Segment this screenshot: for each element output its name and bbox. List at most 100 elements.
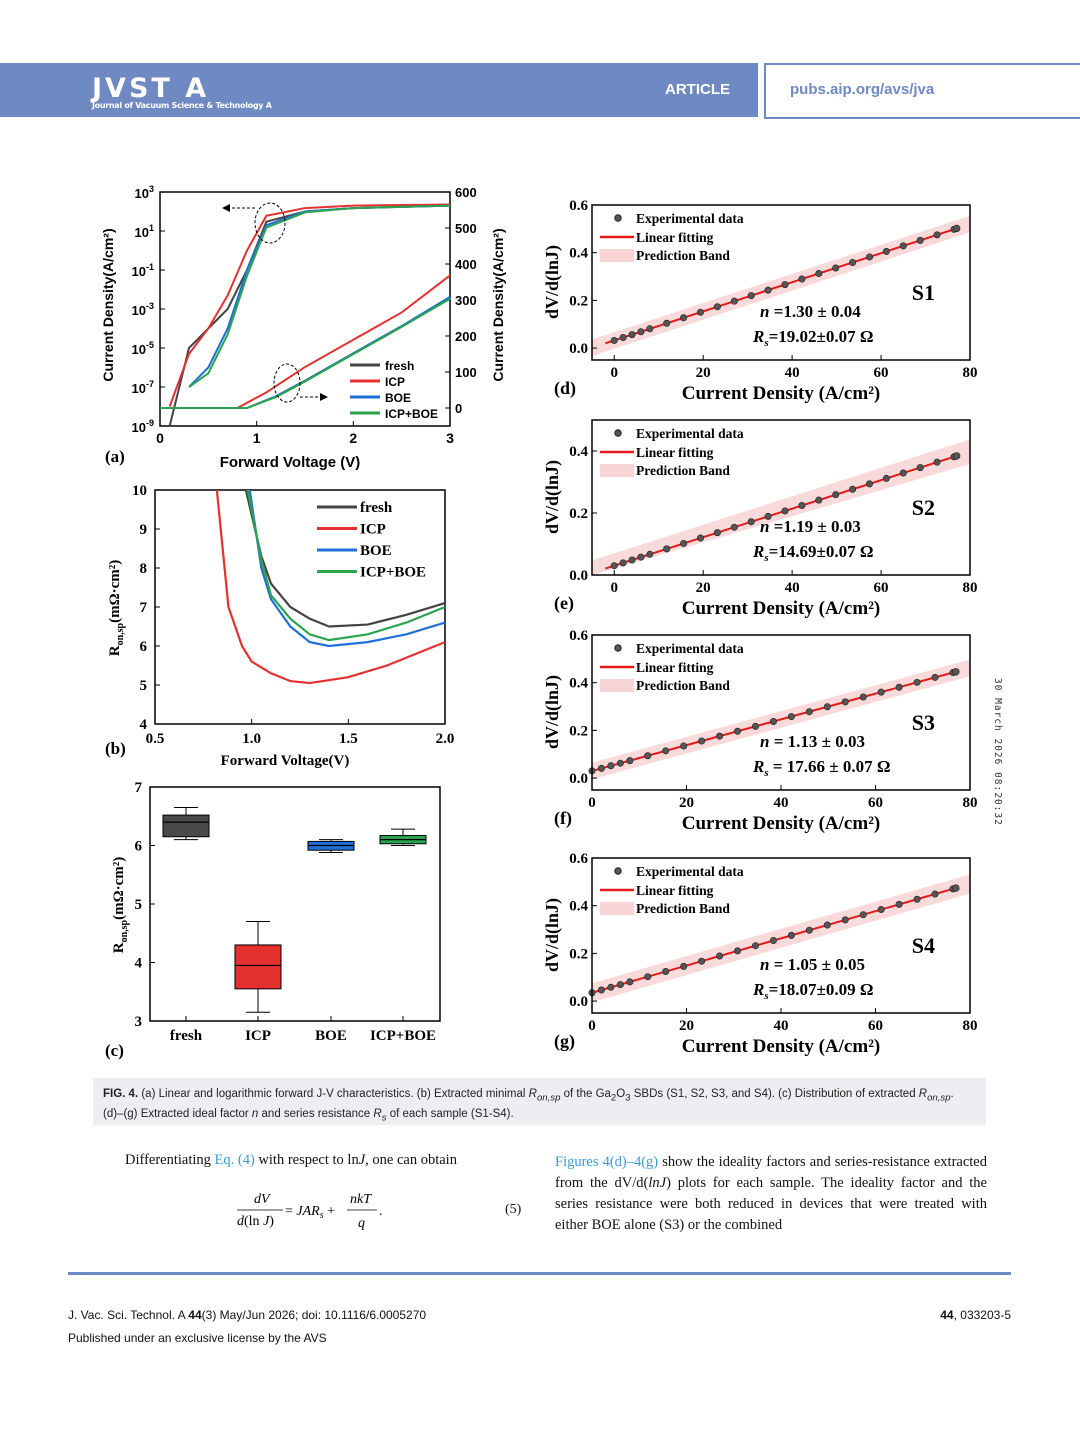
panel-c-ylabel: Ron,sp(mΩ·cm²) — [111, 857, 130, 954]
panel-f-xtick-label: 0 — [588, 795, 596, 811]
panel-e-data-point — [646, 550, 654, 558]
panel-g-data-point — [644, 973, 652, 981]
panel-e-xtick-label: 60 — [874, 580, 889, 596]
eq4-link[interactable]: Eq. (4) — [214, 1152, 255, 1168]
panel-c-ytick-label: 6 — [135, 839, 143, 855]
panel-a-ytick-right-label: 200 — [455, 329, 477, 344]
panel-f-ytick-label: 0.4 — [569, 676, 588, 692]
header-bar: JVST A Journal of Vacuum Science & Techn… — [0, 63, 758, 117]
url-box: pubs.aip.org/avs/jva — [764, 63, 1080, 119]
svg-text:= JARs +: = JARs + — [285, 1204, 335, 1221]
panel-g-data-point — [877, 906, 885, 914]
panel-b-ylabel: Ron,sp(mΩ·cm²) — [107, 560, 126, 657]
panel-f-data-point — [931, 673, 939, 681]
panel-a-ytick-right-label: 600 — [455, 185, 477, 200]
panel-f-legend-band: Prediction Band — [636, 678, 730, 693]
panel-g-data-point — [859, 911, 867, 919]
panel-b-xtick-label: 1.0 — [242, 731, 261, 747]
panel-d-data-point — [663, 319, 671, 327]
panel-a-ytick-left-label: 103 — [135, 184, 154, 201]
panel-d-xtick-label: 40 — [785, 365, 800, 381]
panel-b-ytick-label: 10 — [132, 483, 147, 499]
ron-curve-icp — [215, 489, 446, 685]
panel-e-legend-fitting: Linear fitting — [636, 445, 714, 460]
panel-d-data-point — [680, 314, 688, 322]
panel-g-legend-marker — [614, 867, 622, 875]
panel-d-data-point — [933, 231, 941, 239]
panel-e-data-point — [680, 539, 688, 547]
panel-e-frame — [591, 419, 971, 576]
panel-e-xtick-label: 80 — [963, 580, 978, 596]
panel-f-data-point — [895, 683, 903, 691]
panel-g-ytick-label: 0.6 — [569, 851, 588, 867]
panel-d-data-point — [628, 331, 636, 339]
equation-5: dV d(ln J) = JARs + nkT q . — [237, 1192, 383, 1231]
panel-f-data-point — [734, 727, 742, 735]
panel-c-ytick-label: 7 — [135, 780, 143, 796]
panel-f-xtick-label: 20 — [679, 795, 694, 811]
panel-g-data-point — [698, 957, 706, 965]
panel-d-ylabel: dV/d(lnJ) — [542, 245, 563, 319]
body-left-paragraph: Differentiating Eq. (4) with respect to … — [125, 1152, 457, 1168]
panel-g-panel-label: (g) — [554, 1031, 575, 1052]
panel-d-n-value: n =1.30 ± 0.04 — [760, 302, 861, 321]
panel-e-rs-value: Rs=14.69±0.07 Ω — [752, 542, 874, 564]
panel-e-data-point — [882, 474, 890, 482]
panel-e-chart: 0 20 40 60 80 0.4 0.2 0.0 Experimental data Linea… — [542, 419, 978, 619]
panel-d-legend-fitting: Linear fitting — [636, 230, 714, 245]
panel-d-data-point — [619, 334, 627, 342]
panel-f-xtick-label: 40 — [774, 795, 789, 811]
panel-c-ytick-label: 3 — [135, 1014, 143, 1030]
panel-d-ytick-label: 0.4 — [569, 246, 588, 262]
panel-f-data-point — [913, 678, 921, 686]
panel-d-data-point — [882, 247, 890, 255]
panel-g-data-point — [769, 937, 777, 945]
panel-g-rs-value: Rs=18.07±0.09 Ω — [752, 980, 874, 1002]
figures-4d-4g-link[interactable]: Figures 4(d)–4(g) — [555, 1154, 659, 1170]
panel-c-xtick-label: ICP+BOE — [370, 1028, 436, 1044]
panel-d-sample-label: S1 — [912, 280, 935, 305]
panel-a-ytick-left-label: 101 — [135, 223, 154, 240]
panel-f-ytick-label: 0.0 — [569, 771, 588, 787]
panel-a-ytick-left-label: 10-5 — [132, 340, 154, 357]
panel-e-data-point — [952, 452, 961, 460]
panel-g-data-point — [805, 926, 813, 934]
panel-g-data-point — [841, 916, 849, 924]
journal-logo[interactable]: JVST A — [92, 73, 210, 104]
panel-d-data-point — [865, 253, 873, 261]
panel-g-data-point — [626, 978, 634, 986]
panel-g-xtick-label: 20 — [679, 1018, 694, 1034]
legend-label-icp-boe: ICP+BOE — [360, 565, 426, 581]
panel-a-xlabel: Forward Voltage (V) — [220, 454, 361, 471]
panel-f-rs-value: Rs = 17.66 ± 0.07 Ω — [752, 757, 891, 779]
panel-b-ytick-label: 7 — [140, 600, 148, 616]
panel-f-data-point — [698, 737, 706, 745]
panel-g-data-point — [734, 947, 742, 955]
panel-e-legend-band: Prediction Band — [636, 463, 730, 478]
panel-e-prediction-band — [592, 439, 970, 575]
panel-g-n-value: n = 1.05 ± 0.05 — [760, 955, 865, 974]
ron-curve-fresh — [244, 489, 446, 628]
panel-c-ytick-label: 4 — [135, 956, 143, 972]
panel-g-xtick-label: 80 — [963, 1018, 978, 1034]
panel-d-data-point — [849, 258, 857, 266]
panel-g-xlabel: Current Density (A/cm²) — [682, 1036, 880, 1057]
legend-label-icp-boe: ICP+BOE — [385, 407, 438, 421]
svg-text:.: . — [379, 1204, 383, 1219]
panel-f-data-point — [662, 747, 670, 755]
panel-b-xlabel: Forward Voltage(V) — [221, 753, 350, 769]
panel-g-ytick-label: 0.2 — [569, 946, 588, 962]
panel-e-data-point — [663, 545, 671, 553]
legend-label-icp: ICP — [385, 375, 405, 389]
panel-d-data-point — [697, 308, 705, 316]
panel-c-label: (c) — [105, 1041, 124, 1060]
panel-d-chart: 0 20 40 60 80 0.6 0.4 0.2 0.0 Experimental data Li… — [542, 198, 978, 404]
journal-url-link[interactable]: pubs.aip.org/avs/jva — [790, 81, 935, 98]
panel-g-data-point — [952, 884, 960, 892]
panel-d-data-point — [899, 242, 907, 250]
panel-f-data-point — [823, 703, 831, 711]
panel-d-data-point — [747, 292, 755, 300]
panel-e-xlabel: Current Density (A/cm²) — [682, 598, 880, 619]
panel-d-legend-band-swatch — [600, 249, 634, 262]
